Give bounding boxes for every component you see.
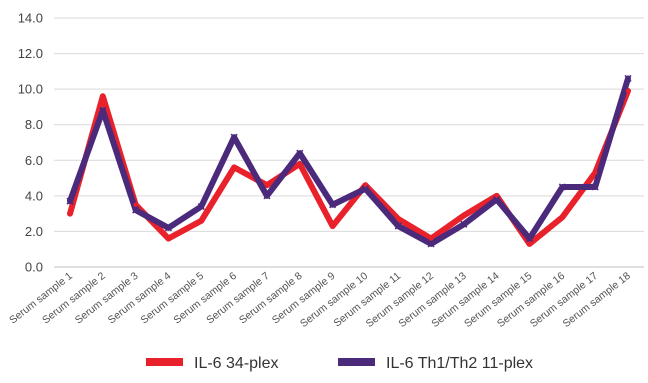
- y-tick-label: 10.0: [18, 82, 43, 97]
- data-point: [428, 236, 434, 241]
- marker-dot: [199, 218, 204, 223]
- marker-dot: [330, 223, 335, 229]
- marker-dot: [494, 193, 499, 199]
- marker-dot: [461, 213, 467, 218]
- data-point: [230, 133, 238, 141]
- data-point: [296, 149, 304, 157]
- data-point: [199, 218, 204, 223]
- marker-dot: [297, 161, 302, 167]
- data-point: [494, 193, 499, 199]
- marker-stroke: [558, 183, 566, 191]
- data-point: [164, 224, 173, 232]
- data-point: [625, 88, 631, 94]
- data-point: [99, 106, 107, 115]
- marker-dot: [231, 165, 237, 170]
- marker-stroke: [296, 149, 304, 157]
- y-tick-label: 4.0: [25, 188, 43, 203]
- marker-stroke: [230, 133, 238, 141]
- data-point: [396, 216, 401, 222]
- y-tick-label: 12.0: [18, 46, 43, 61]
- marker-stroke: [329, 201, 337, 209]
- legend: IL-6 34-plex IL-6 Th1/Th2 11-plex: [146, 355, 533, 372]
- y-tick-label: 2.0: [25, 224, 43, 239]
- data-point: [493, 195, 501, 203]
- marker-dot: [166, 236, 171, 241]
- marker-stroke: [164, 224, 173, 232]
- marker-stroke: [66, 197, 74, 205]
- data-point: [264, 182, 270, 188]
- data-point: [67, 211, 73, 216]
- data-point: [558, 183, 566, 191]
- marker-dot: [396, 216, 401, 222]
- marker-dot: [428, 236, 434, 241]
- data-point: [560, 215, 565, 220]
- data-point: [460, 220, 468, 228]
- data-point: [527, 241, 532, 247]
- marker-dot: [264, 182, 270, 188]
- marker-stroke: [591, 183, 599, 191]
- marker-dot: [67, 211, 73, 216]
- y-tick-label: 6.0: [25, 153, 43, 168]
- data-point: [132, 206, 140, 214]
- marker-stroke: [361, 185, 369, 193]
- marker-dot: [363, 182, 368, 188]
- data-point: [394, 222, 402, 230]
- data-point: [263, 192, 271, 200]
- data-point: [427, 240, 435, 248]
- legend-label: IL-6 34-plex: [194, 355, 279, 372]
- data-point: [361, 185, 369, 193]
- marker-dot: [133, 202, 138, 207]
- series-line-1: [67, 87, 631, 247]
- marker-stroke: [427, 240, 435, 248]
- series-lines: [67, 75, 631, 247]
- y-axis-ticks: 0.0 2.0 4.0 6.0 8.0 10.0 12.0 14.0: [18, 11, 43, 275]
- marker-stroke: [132, 206, 140, 214]
- y-tick-label: 14.0: [18, 11, 43, 26]
- marker-stroke: [525, 234, 534, 243]
- grid-lines: [54, 17, 644, 232]
- data-point: [133, 202, 138, 207]
- data-point: [66, 197, 74, 205]
- data-point: [297, 161, 302, 167]
- data-point: [363, 182, 368, 188]
- marker-stroke: [197, 202, 205, 211]
- data-point: [624, 74, 632, 83]
- marker-stroke: [624, 74, 632, 83]
- data-point: [525, 234, 534, 243]
- data-point: [461, 213, 467, 218]
- marker-dot: [560, 215, 565, 220]
- marker-stroke: [460, 220, 468, 228]
- y-tick-label: 0.0: [25, 260, 43, 275]
- data-point: [197, 202, 205, 211]
- marker-dot: [100, 94, 106, 99]
- data-point: [330, 223, 335, 229]
- series-markers: [66, 74, 632, 248]
- marker-dot: [592, 170, 598, 175]
- marker-dot: [625, 88, 631, 94]
- data-point: [591, 183, 599, 191]
- marker-stroke: [394, 222, 402, 230]
- data-point: [166, 236, 171, 241]
- marker-stroke: [263, 192, 271, 200]
- marker-stroke: [493, 195, 501, 203]
- legend-label: IL-6 Th1/Th2 11-plex: [386, 355, 533, 372]
- series-line-2: [67, 75, 631, 247]
- data-point: [329, 201, 337, 209]
- data-point: [592, 170, 598, 175]
- data-point: [231, 165, 237, 170]
- y-tick-label: 8.0: [25, 117, 43, 132]
- marker-dot: [527, 241, 532, 247]
- marker-stroke: [99, 106, 107, 115]
- data-point: [100, 94, 106, 99]
